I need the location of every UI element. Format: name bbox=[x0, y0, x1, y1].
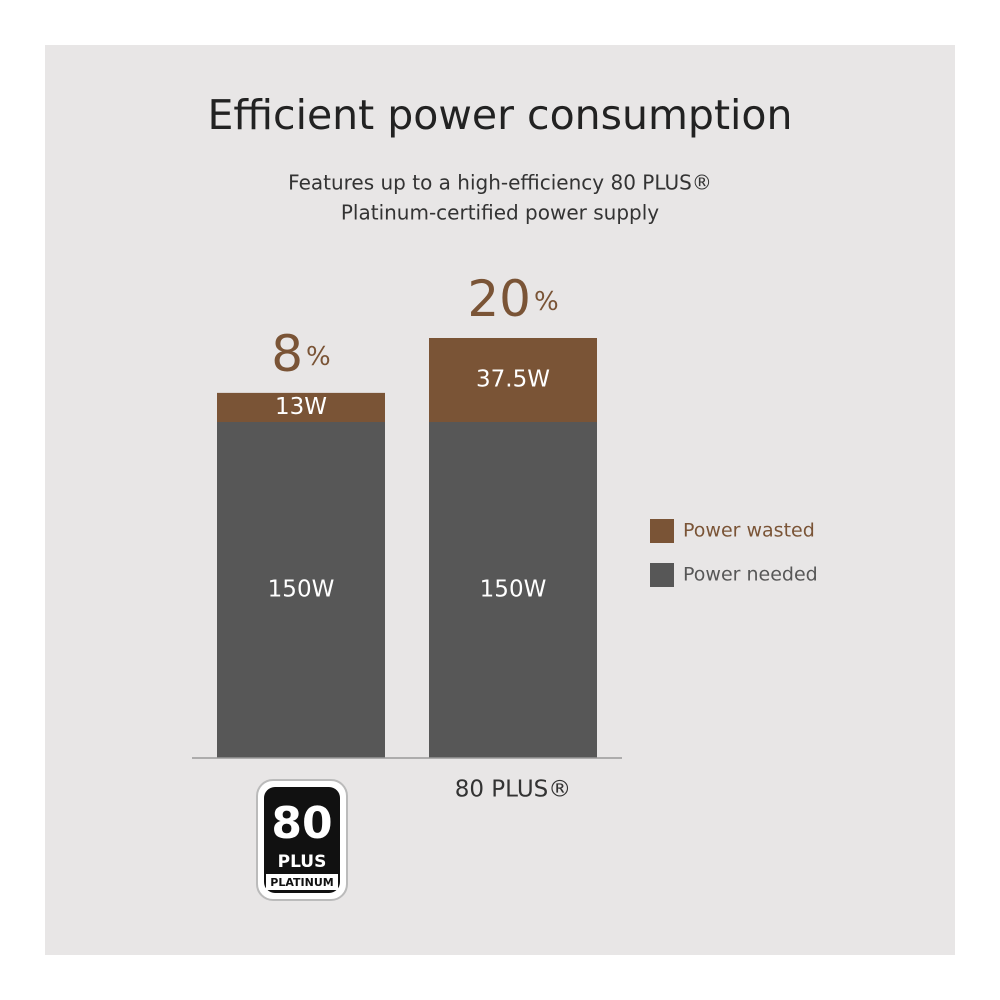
badge: 80 PLUS PLATINUM bbox=[256, 779, 348, 901]
x-tick-label: 80 PLUS® bbox=[455, 777, 572, 803]
legend-swatch bbox=[650, 519, 674, 543]
badge-body bbox=[264, 787, 340, 893]
legend-label: Power wasted bbox=[683, 520, 815, 542]
value-label: 150W bbox=[268, 577, 335, 603]
subtitle: Platinum-certified power supply bbox=[341, 201, 659, 225]
bar-segment bbox=[429, 422, 597, 758]
legend-label: Power needed bbox=[683, 564, 818, 586]
bar-segment bbox=[429, 338, 597, 422]
chart-title: Efficient power consumption bbox=[207, 91, 792, 139]
badge-tier: PLATINUM bbox=[270, 876, 333, 889]
share-label: 20% bbox=[467, 270, 558, 328]
subtitle: Features up to a high-efficiency 80 PLUS… bbox=[288, 171, 712, 195]
badge-brand: PLUS bbox=[278, 852, 327, 872]
legend-swatch bbox=[650, 563, 674, 587]
value-label: 37.5W bbox=[476, 367, 550, 393]
value-label: 13W bbox=[275, 394, 327, 420]
bar-segment bbox=[217, 422, 385, 758]
badge-number: 80 bbox=[271, 798, 332, 849]
share-label: 8% bbox=[271, 324, 331, 382]
value-label: 150W bbox=[480, 577, 547, 603]
bar-segment bbox=[217, 392, 385, 422]
badge-strip bbox=[266, 874, 338, 890]
